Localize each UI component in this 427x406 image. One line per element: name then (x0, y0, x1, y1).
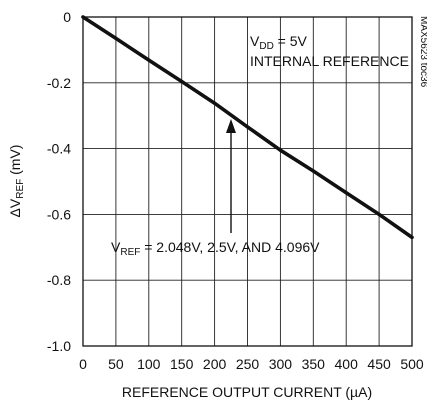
series-group (81, 15, 414, 240)
x-tick-label: 450 (367, 356, 391, 372)
x-tick-label: 100 (137, 356, 161, 372)
y-tick-label: -0.6 (47, 206, 71, 222)
annotation-vref-sub: REF (120, 247, 140, 258)
y-axis-label-base: ΔV (7, 198, 23, 217)
series-point (344, 191, 348, 195)
annotation-vref-label: VREF = 2.048V, 2.5V, AND 4.096V (111, 239, 320, 258)
condition-vdd-sub: DD (259, 41, 273, 52)
y-axis-label-unit: (mV) (7, 145, 23, 179)
condition-internal-reference: INTERNAL REFERENCE (250, 53, 409, 69)
grid (83, 17, 412, 346)
x-axis-label: REFERENCE OUTPUT CURRENT (µA) (122, 384, 372, 400)
series-point (410, 235, 414, 240)
x-tick-label: 300 (269, 356, 293, 372)
x-tick-label: 200 (203, 356, 227, 372)
y-tick-label: -1.0 (47, 338, 71, 354)
series-point (114, 36, 118, 40)
x-tick-label: 350 (302, 356, 326, 372)
x-tick-labels: 0 50 100 150 200 250 300 350 400 450 500 (79, 356, 424, 372)
condition-vdd-base: V (250, 33, 260, 49)
series-point (311, 169, 315, 173)
y-tick-labels: 0 -0.2 -0.4 -0.6 -0.8 -1.0 (47, 9, 71, 354)
y-axis-label: ΔVREF (mV) (7, 145, 26, 218)
condition-vdd: VDD = 5V (250, 33, 308, 52)
series-point (245, 125, 250, 129)
series-point (147, 58, 151, 62)
y-tick-label: -0.4 (47, 141, 71, 157)
x-tick-label: 0 (79, 356, 87, 372)
part-id: MAX5623 toc36 (418, 16, 427, 88)
series-point (81, 15, 85, 19)
series-point (213, 101, 217, 105)
series-point (180, 79, 184, 84)
x-tick-label: 150 (170, 356, 194, 372)
annotation-vref-rest: = 2.048V, 2.5V, AND 4.096V (140, 239, 320, 255)
x-tick-label: 250 (236, 356, 260, 372)
condition-vdd-rest: = 5V (274, 33, 308, 49)
y-tick-label: -0.2 (47, 75, 71, 91)
annotation-arrow-head (226, 119, 236, 133)
annotation-vref-base: V (111, 239, 121, 255)
x-tick-label: 50 (108, 356, 124, 372)
series-point (377, 212, 381, 216)
y-tick-label: 0 (63, 9, 71, 25)
plot-frame (82, 16, 413, 347)
series-point (278, 148, 282, 152)
x-tick-label: 400 (335, 356, 359, 372)
x-tick-label: 500 (400, 356, 424, 372)
y-axis-label-sub: REF (15, 179, 26, 199)
y-tick-label: -0.8 (47, 272, 71, 288)
